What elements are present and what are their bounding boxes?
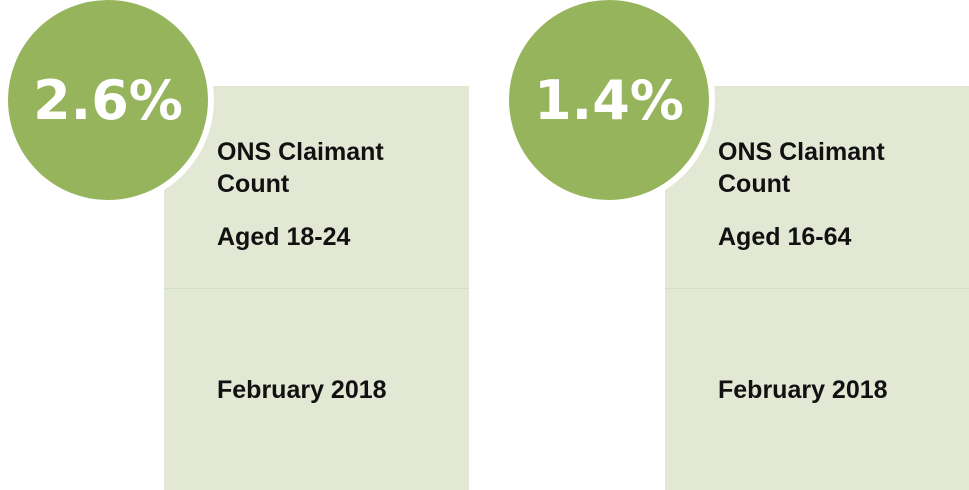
card-subtitle: Aged 16-64 xyxy=(718,223,852,251)
stat-circle: 1.4% xyxy=(503,0,715,206)
divider xyxy=(665,288,969,289)
card: ONS Claimant Count Aged 18-24 February 201… xyxy=(164,86,469,490)
card-title: ONS Claimant Count xyxy=(217,138,384,198)
card-date: February 2018 xyxy=(217,376,387,404)
card-date: February 2018 xyxy=(718,376,888,404)
stat-circle: 2.6% xyxy=(2,0,214,206)
card-subtitle: Aged 18-24 xyxy=(217,223,351,251)
card: ONS Claimant Count Aged 16-64 February 201… xyxy=(665,86,969,490)
divider xyxy=(164,288,469,289)
card-title: ONS Claimant Count xyxy=(718,138,885,198)
